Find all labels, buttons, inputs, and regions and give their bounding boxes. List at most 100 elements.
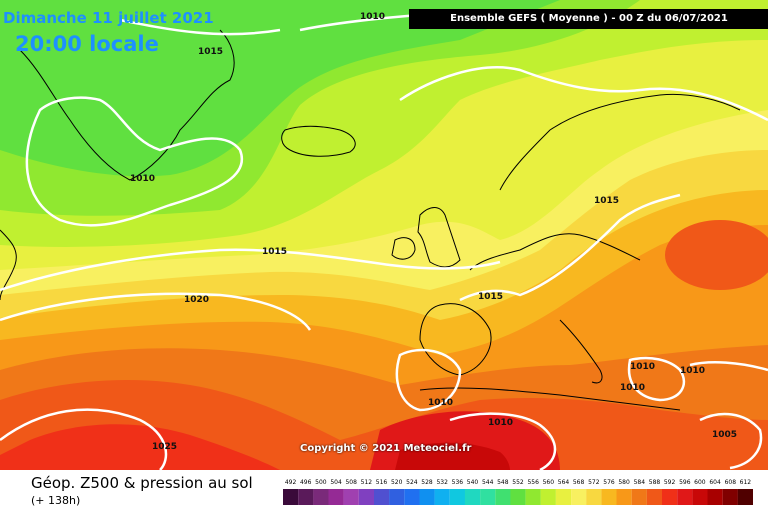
scale-tick-label: 564 <box>558 479 570 486</box>
scale-swatch <box>343 489 359 505</box>
scale-swatch <box>692 489 708 505</box>
scale-tick-label: 596 <box>679 479 691 486</box>
scale-swatch <box>404 489 420 505</box>
scale-tick-label: 568 <box>573 479 585 486</box>
europe-mainland-coast <box>469 233 641 271</box>
z500-band-600-africa <box>395 442 510 470</box>
isobar-1010-balkans <box>627 356 686 402</box>
forecast-time: 20:00 locale <box>15 32 159 56</box>
scale-tick-label: 500 <box>315 479 327 486</box>
isobar-1025 <box>0 408 168 470</box>
scale-swatch <box>449 489 465 505</box>
scale-swatch <box>480 489 496 505</box>
model-run-banner: Ensemble GEFS ( Moyenne ) - 00 Z du 06/0… <box>409 9 768 29</box>
scale-swatch <box>571 489 587 505</box>
scale-tick-label: 492 <box>285 479 297 486</box>
z500-map: 1010 1015 1010 1015 1015 1020 1015 1010 … <box>0 0 768 470</box>
isobar-label: 1010 <box>630 362 655 372</box>
scale-tick-label: 548 <box>497 479 509 486</box>
scale-tick-label: 600 <box>694 479 706 486</box>
scale-tick-label: 592 <box>664 479 676 486</box>
isobar-label: 1010 <box>360 12 385 22</box>
scale-swatch <box>646 489 663 505</box>
scale-tick-label: 520 <box>391 479 403 486</box>
legend-title: Géop. Z500 & pression au sol <box>31 474 253 492</box>
scale-tick-label: 512 <box>361 479 373 486</box>
forecast-hour: (+ 138h) <box>31 494 81 507</box>
scale-swatch <box>631 489 647 505</box>
scale-tick-label: 576 <box>603 479 615 486</box>
isobar-label: 1015 <box>478 292 503 302</box>
scale-tick-label: 508 <box>345 479 357 486</box>
z500-cell-east <box>665 220 768 290</box>
scale-swatch <box>601 489 617 505</box>
scale-tick-label: 560 <box>543 479 555 486</box>
scale-tick-label: 536 <box>452 479 464 486</box>
scale-swatch <box>374 489 390 505</box>
isobar-1010-iberia <box>395 348 462 412</box>
scale-swatch <box>510 489 526 505</box>
scale-swatch <box>434 489 450 505</box>
scale-swatch <box>328 489 344 505</box>
isobar-1010-greenland <box>25 96 244 227</box>
scale-tick-label: 528 <box>421 479 433 486</box>
scale-tick-label: 584 <box>634 479 646 486</box>
scale-tick-label: 516 <box>376 479 388 486</box>
isobar-1015-france <box>459 193 681 302</box>
scale-swatch <box>464 489 481 505</box>
isobar-labels: 1010 1015 1010 1015 1015 1020 1015 1010 … <box>130 12 737 452</box>
scale-tick-label: 504 <box>330 479 342 486</box>
scale-swatch <box>737 489 753 505</box>
scale-swatch <box>419 489 435 505</box>
scale-swatch <box>662 489 678 505</box>
scale-tick-label: 572 <box>588 479 600 486</box>
ireland-coast <box>391 237 416 260</box>
scale-tick-label: 588 <box>649 479 661 486</box>
isobar-label: 1010 <box>130 174 155 184</box>
italy-coast <box>559 319 603 384</box>
uk-coast <box>417 207 461 268</box>
scale-tick-label: 604 <box>709 479 721 486</box>
legend-bar: Géop. Z500 & pression au sol (+ 138h) 49… <box>0 470 768 512</box>
isobar-label: 1010 <box>620 383 645 393</box>
scale-swatch <box>722 489 738 505</box>
scale-tick-label: 552 <box>512 479 524 486</box>
isobar-1010-turkey <box>689 361 768 372</box>
scale-tick-label: 608 <box>725 479 737 486</box>
scandinavia-coast <box>499 93 741 191</box>
isobar-label: 1020 <box>184 295 209 305</box>
isobar-1015-top <box>119 18 281 36</box>
scale-swatch <box>707 489 723 505</box>
isobar-label: 1015 <box>594 196 619 206</box>
isobar-1005-east <box>699 412 763 470</box>
isobar-label: 1015 <box>262 247 287 257</box>
isobar-label: 1010 <box>488 418 513 428</box>
isobar-1010-sahara <box>449 412 557 470</box>
scale-swatch <box>283 489 299 505</box>
scale-swatch <box>298 489 314 505</box>
copyright-notice: Copyright © 2021 Meteociel.fr <box>300 443 472 454</box>
isobar-label: 1010 <box>428 398 453 408</box>
scale-swatch <box>495 489 511 505</box>
scale-tick-label: 612 <box>740 479 752 486</box>
color-scale: 492 496 500 504 508 512 516 520 524 528 532 536 540 5… <box>283 479 753 505</box>
z500-band-596 <box>0 424 280 470</box>
scale-tick-label: 540 <box>467 479 479 486</box>
scale-tick-label: 496 <box>300 479 312 486</box>
scale-swatch <box>586 489 602 505</box>
scale-swatch <box>555 489 572 505</box>
scale-swatch <box>389 489 405 505</box>
scale-swatch <box>616 489 632 505</box>
scale-tick-label: 532 <box>436 479 448 486</box>
isobar-1020 <box>0 292 312 331</box>
isobars <box>0 13 768 470</box>
isobar-label: 1025 <box>152 442 177 452</box>
canada-coast <box>0 229 17 301</box>
scale-swatch <box>313 489 329 505</box>
scale-tick-label: 524 <box>406 479 418 486</box>
isobar-1010-north <box>299 13 421 32</box>
scale-swatch <box>540 489 556 505</box>
greenland-coast <box>19 29 235 181</box>
scale-swatch <box>358 489 374 505</box>
